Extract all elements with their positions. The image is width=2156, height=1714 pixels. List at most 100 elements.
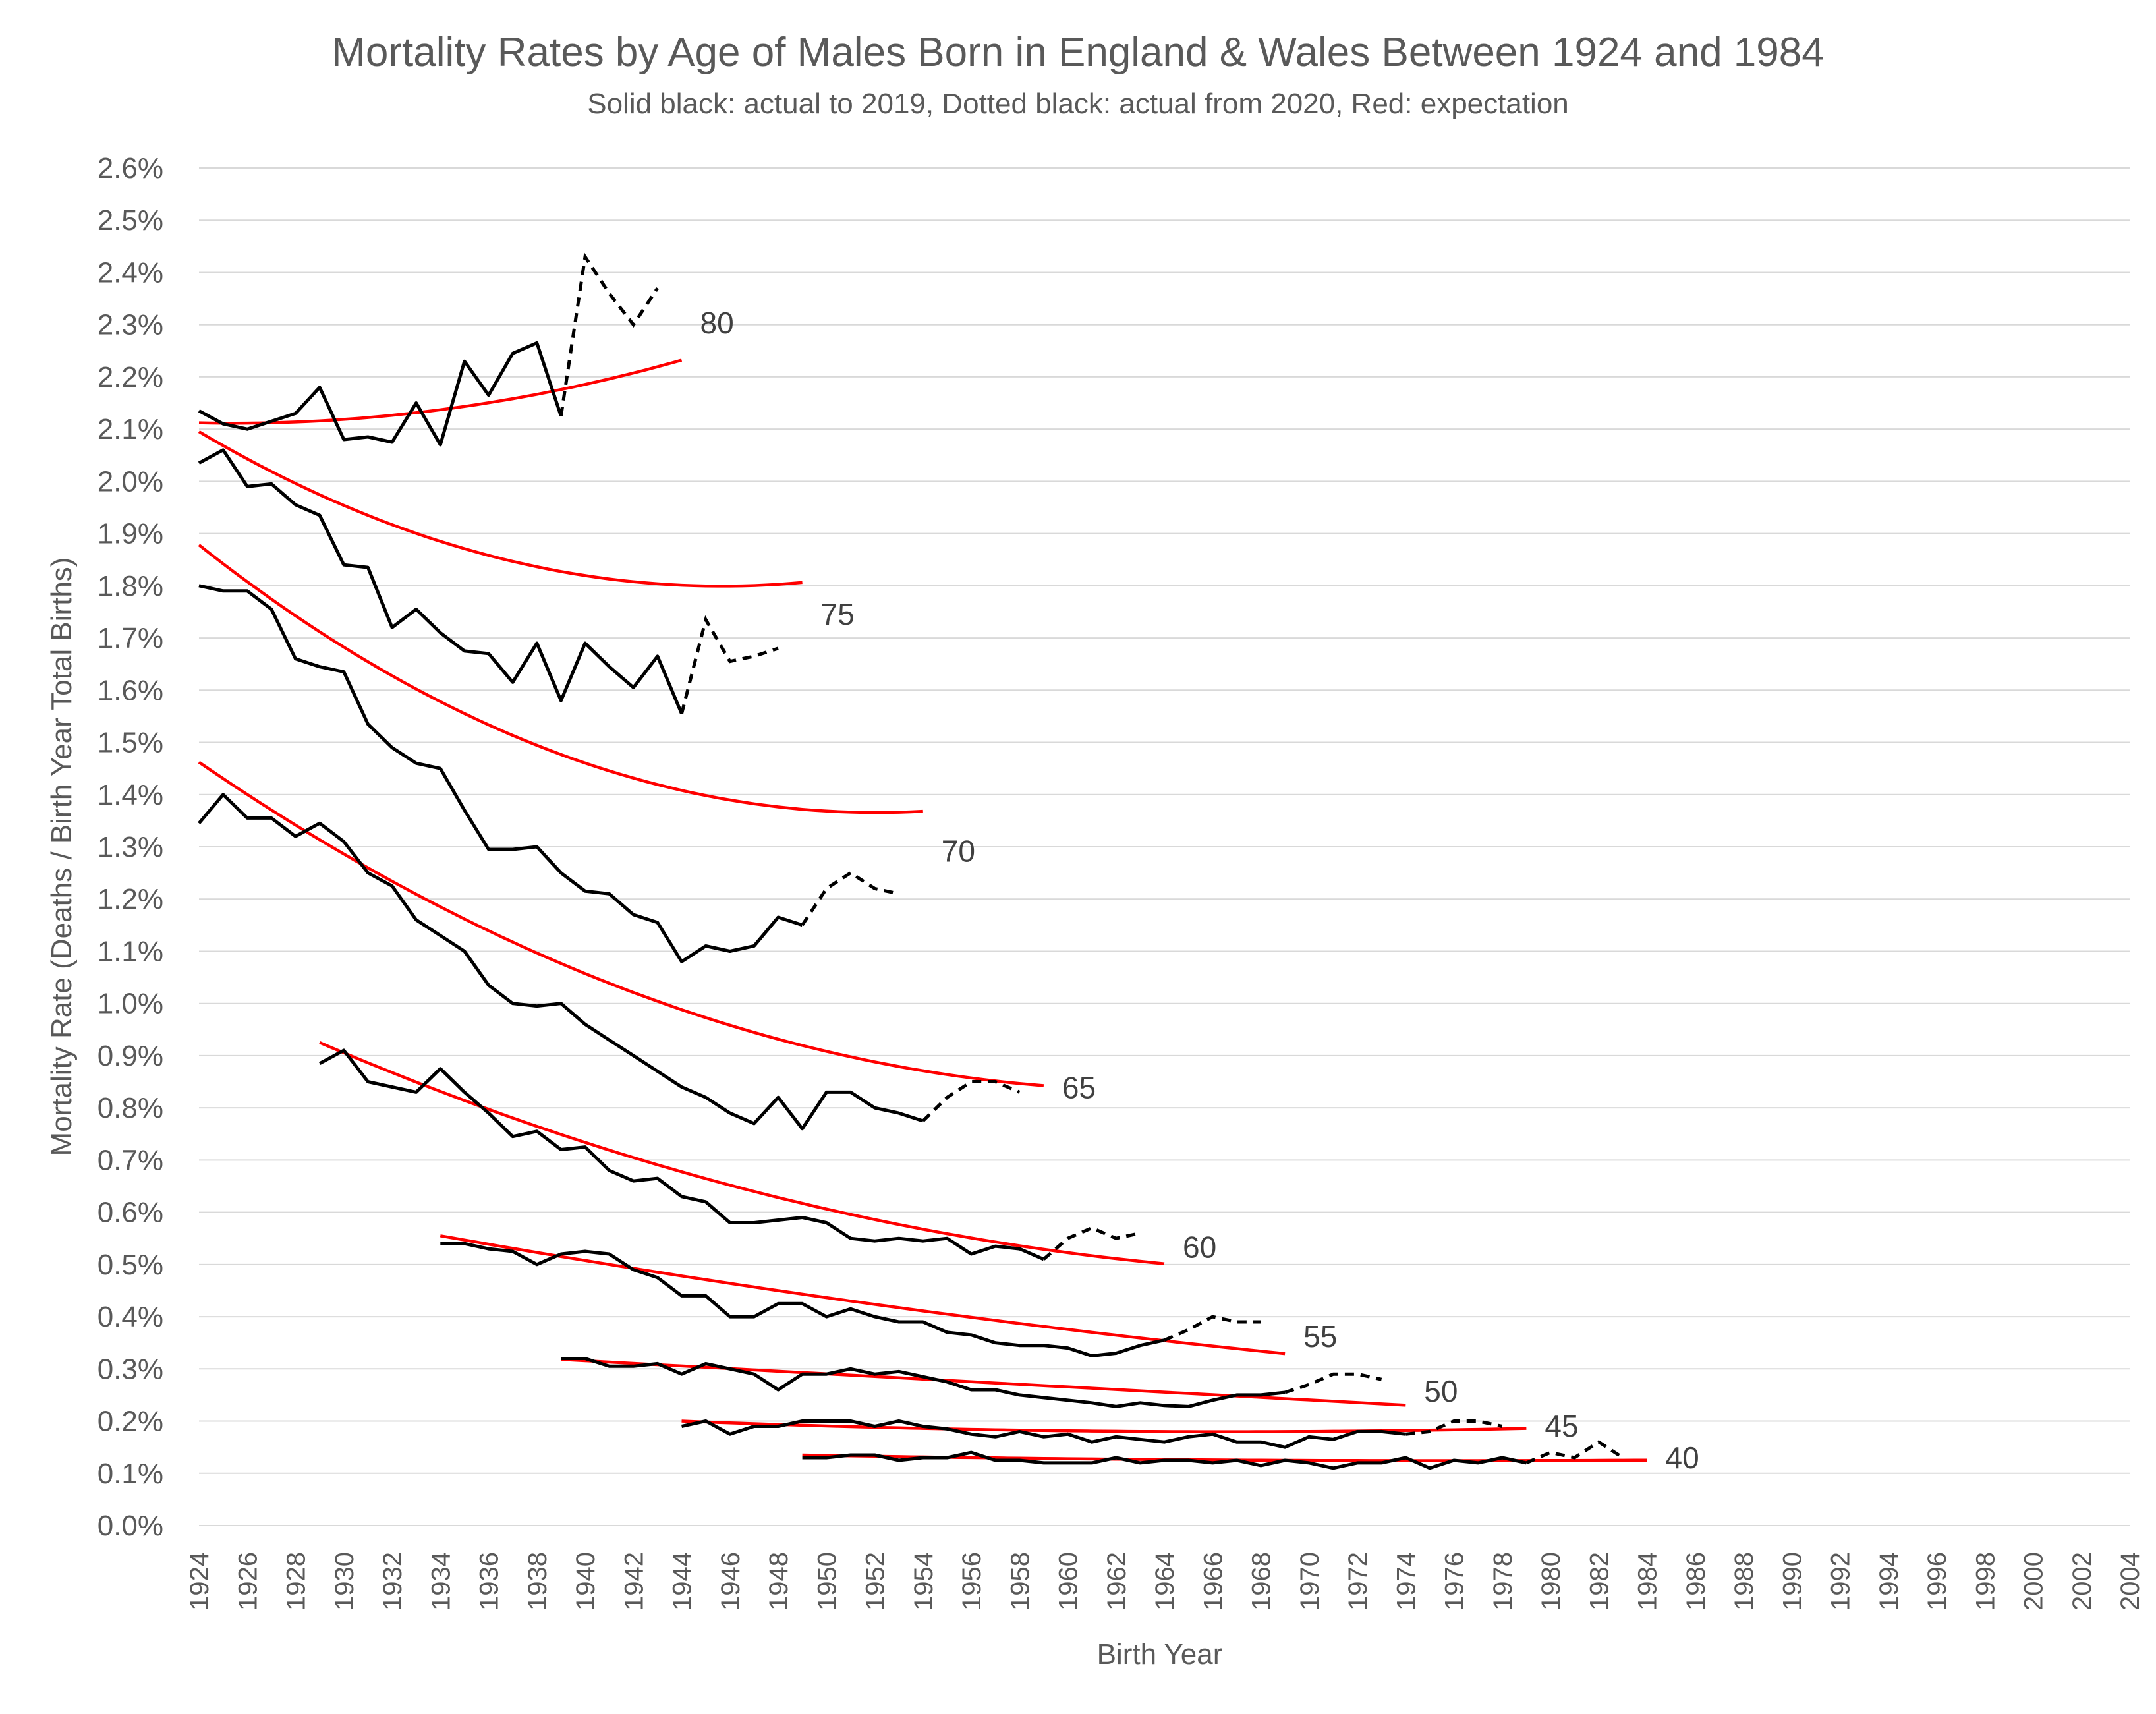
actual-line-45 [681,1419,1406,1449]
series-label-40: 40 [1666,1441,1699,1475]
y-tick-label: 1.3% [98,831,163,863]
y-tick-label: 1.0% [98,988,163,1020]
y-tick-label: 0.9% [98,1040,163,1072]
series-label-80: 80 [700,306,734,340]
x-tick-label: 1964 [1150,1552,1179,1611]
actual-lines [198,252,1624,1470]
y-tick-label: 0.2% [98,1406,163,1438]
x-tick-label: 1950 [812,1552,841,1611]
dotted-line-55 [1164,1315,1261,1342]
y-tick-label: 2.5% [98,204,163,237]
series-label-45: 45 [1545,1409,1578,1443]
expectation-curve-75 [198,430,803,588]
y-tick-label: 1.2% [98,883,163,915]
x-tick-label: 1978 [1489,1552,1518,1611]
x-axis-label: Birth Year [1097,1638,1223,1671]
x-tick-label: 1996 [1923,1552,1952,1611]
x-tick-label: 1956 [957,1552,986,1611]
actual-line-65 [198,793,924,1131]
actual-line-55 [440,1242,1165,1357]
series-labels: 80 75 70 65 60 55 50 45 40 [700,306,1699,1475]
dotted-line-50 [1284,1372,1382,1394]
x-tick-label: 1936 [475,1552,504,1611]
x-tick-label: 1938 [523,1552,552,1611]
x-tick-label: 1942 [619,1552,648,1611]
x-tick-label: 1948 [764,1552,793,1611]
dotted-line-45 [1405,1419,1503,1436]
y-tick-label: 0.0% [98,1510,163,1542]
y-tick-label: 0.7% [98,1144,163,1176]
y-tick-label: 0.6% [98,1197,163,1229]
x-tick-label: 1972 [1344,1552,1373,1611]
y-axis-label: Mortality Rate (Deaths / Birth Year Tota… [45,557,78,1157]
actual-line-60 [318,1048,1044,1261]
x-axis-ticks: 1924 1926 1928 1930 1932 1934 1936 1938 1940 1942… [185,1552,2145,1611]
y-tick-label: 2.1% [98,413,163,445]
x-tick-label: 1932 [378,1552,407,1611]
x-tick-label: 1952 [861,1552,890,1611]
x-tick-label: 1962 [1102,1552,1131,1611]
dotted-line-65 [922,1080,1021,1122]
y-tick-label: 1.7% [98,622,163,654]
x-tick-label: 1976 [1440,1552,1469,1611]
chart-subtitle: Solid black: actual to 2019, Dotted blac… [587,88,1569,120]
expectation-curve-60 [319,1041,1165,1265]
actual-line-75 [198,448,683,714]
y-tick-label: 1.5% [98,727,163,759]
dotted-line-75 [680,615,779,714]
actual-line-50 [561,1357,1286,1408]
x-tick-label: 1968 [1247,1552,1276,1611]
x-tick-label: 2000 [2020,1552,2049,1611]
x-tick-label: 1946 [716,1552,745,1611]
y-tick-label: 0.5% [98,1249,163,1281]
y-tick-label: 1.4% [98,779,163,811]
gridlines [199,167,2130,1526]
series-label-55: 55 [1303,1319,1337,1354]
x-tick-label: 1982 [1585,1552,1614,1611]
y-tick-label: 0.4% [98,1301,163,1333]
actual-line-80 [198,341,563,447]
series-label-65: 65 [1062,1070,1096,1104]
x-tick-label: 1980 [1537,1552,1566,1611]
y-tick-label: 2.0% [98,465,163,498]
y-tick-label: 0.3% [98,1353,163,1385]
x-tick-label: 1924 [185,1552,214,1611]
x-tick-label: 2004 [2116,1552,2145,1611]
y-tick-label: 1.8% [98,570,163,602]
y-tick-label: 1.9% [98,518,163,550]
expectation-curve-65 [198,760,1044,1087]
y-tick-label: 2.6% [98,152,163,185]
x-tick-label: 2002 [2068,1552,2097,1611]
y-tick-label: 2.2% [98,361,163,393]
series-label-50: 50 [1424,1374,1458,1408]
y-axis-ticks: 0.0% 0.1% 0.2% 0.3% 0.4% 0.5% 0.6% 0.7% 0.8% 0.9%… [98,152,163,1542]
x-tick-label: 1974 [1392,1552,1421,1611]
y-tick-label: 0.8% [98,1092,163,1124]
x-tick-label: 1934 [426,1552,455,1611]
expectation-curve-70 [198,544,923,814]
actual-line-70 [198,584,803,963]
x-tick-label: 1930 [330,1552,359,1611]
y-tick-label: 2.4% [98,256,163,289]
series-label-75: 75 [821,597,855,631]
x-tick-label: 1928 [282,1552,311,1611]
y-tick-label: 1.1% [98,935,163,967]
expectation-curve-55 [440,1234,1286,1356]
dotted-line-60 [1042,1226,1141,1261]
x-tick-label: 1986 [1682,1552,1711,1611]
x-tick-label: 1926 [233,1552,262,1611]
y-tick-label: 1.6% [98,674,163,706]
x-tick-label: 1988 [1730,1552,1759,1611]
expectation-curves [198,358,1647,1462]
actual-line-40 [802,1450,1527,1470]
x-tick-label: 1966 [1199,1552,1228,1611]
x-tick-label: 1944 [668,1552,697,1611]
x-tick-label: 1960 [1054,1552,1083,1611]
dotted-line-80 [559,252,659,416]
x-tick-label: 1970 [1295,1552,1324,1611]
y-tick-label: 2.3% [98,309,163,341]
x-tick-label: 1994 [1875,1552,1904,1611]
x-tick-label: 1984 [1633,1552,1662,1611]
